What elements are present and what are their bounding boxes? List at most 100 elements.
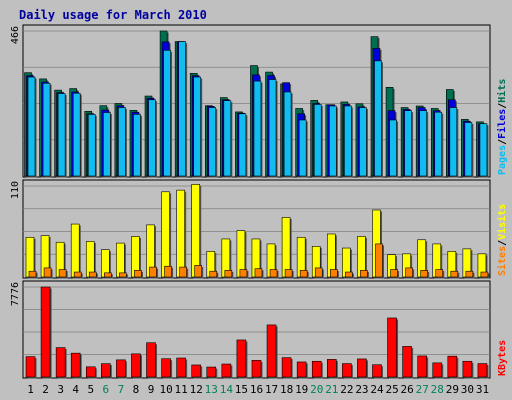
pages-bar-face xyxy=(72,92,81,177)
kbytes-bar xyxy=(236,339,248,379)
sites-bar xyxy=(390,269,400,279)
kbytes-bar xyxy=(432,362,444,379)
pages-bar xyxy=(72,92,82,178)
kbytes-bar-face xyxy=(236,339,247,378)
kbytes-bar-face xyxy=(85,366,96,378)
sites-bar xyxy=(329,269,339,279)
panel-kbytes: 7776 KBytes xyxy=(10,280,508,379)
visits-bar-face xyxy=(281,217,291,278)
sites-bar xyxy=(284,269,294,279)
pages-bar-face xyxy=(238,113,247,177)
x-tick-label: 14 xyxy=(220,383,234,396)
sites-bar xyxy=(134,270,143,279)
kbytes-bar-face xyxy=(462,360,473,378)
pages-bar xyxy=(359,107,368,178)
x-tick-label: 28 xyxy=(431,383,444,396)
kbytes-bar xyxy=(372,364,383,379)
kbytes-bar-face xyxy=(296,361,307,378)
legend-hits-files-pages: Pages/Files/Hits xyxy=(496,79,508,175)
sites-bar-face xyxy=(465,270,474,278)
kbytes-bar xyxy=(116,359,127,379)
x-tick-label: 4 xyxy=(72,383,79,396)
pages-bar-face xyxy=(42,82,51,177)
x-axis-tick-labels: 1 2 3 4 5 6 7 8 9 10 11 12 13 14 15 16 17 18 19 20 21 22 23 24 2… xyxy=(27,383,489,396)
x-tick-label: 18 xyxy=(280,383,293,396)
pages-bar xyxy=(434,111,444,178)
sites-bar-face xyxy=(420,270,428,278)
pages-bar xyxy=(479,123,489,178)
visits-bar xyxy=(161,191,172,279)
sites-bar-face xyxy=(239,269,248,278)
panel-visits-sites: 110 Sites/Visits xyxy=(10,179,508,279)
legend-entry: KBytes xyxy=(497,340,508,376)
pages-bar-face xyxy=(419,110,427,177)
y-max-label-kbytes: 7776 xyxy=(10,282,21,306)
kbytes-bar xyxy=(417,355,429,379)
pages-bar xyxy=(253,80,263,178)
pages-bar xyxy=(328,105,338,178)
pages-bar xyxy=(223,100,233,178)
kbytes-bar-face xyxy=(55,347,66,378)
sites-bar-face xyxy=(194,265,203,278)
x-tick-label: 29 xyxy=(446,383,459,396)
pages-bar xyxy=(344,105,353,178)
pages-bar-face xyxy=(464,122,473,177)
pages-bar-face xyxy=(404,110,412,177)
kbytes-bar-face xyxy=(432,362,443,378)
sites-bar xyxy=(375,243,384,279)
sites-bar xyxy=(88,271,98,279)
x-tick-label: 31 xyxy=(476,383,489,396)
sites-bar xyxy=(28,270,38,279)
sites-bar-face xyxy=(405,267,413,278)
pages-bar xyxy=(163,49,173,178)
x-tick-label: 19 xyxy=(295,383,308,396)
sites-bar-face xyxy=(104,272,112,278)
pages-bar xyxy=(268,79,278,178)
x-tick-label: 11 xyxy=(175,383,188,396)
pages-bar-face xyxy=(103,112,111,177)
kbytes-bar-face xyxy=(101,363,111,378)
pages-bar-face xyxy=(389,119,397,177)
pages-bar-face xyxy=(283,91,292,177)
pages-bar-face xyxy=(359,107,367,177)
x-tick-label: 25 xyxy=(385,383,398,396)
kbytes-bar xyxy=(447,355,459,379)
kbytes-bar-face xyxy=(191,364,202,378)
kbytes-bar-face xyxy=(357,358,367,378)
pages-bar xyxy=(283,91,293,178)
kbytes-bar xyxy=(40,286,52,379)
legend-visits-sites: Sites/Visits xyxy=(496,204,508,276)
kbytes-bar-face xyxy=(447,355,458,378)
sites-bar xyxy=(164,265,174,279)
x-tick-label: 26 xyxy=(401,383,414,396)
sites-bar-face xyxy=(134,270,142,278)
pages-bar xyxy=(57,93,67,178)
sites-bar-face xyxy=(480,271,489,278)
sites-bar-face xyxy=(329,269,338,278)
kbytes-bar xyxy=(477,363,489,379)
pages-bar-face xyxy=(208,107,217,177)
pages-bar-face xyxy=(148,99,156,177)
chart-title: Daily usage for March 2010 xyxy=(19,8,207,22)
sites-bar-face xyxy=(119,272,127,278)
legend-entry: Files xyxy=(496,109,508,139)
sites-bar-face xyxy=(284,269,293,278)
pages-bar-face xyxy=(313,104,322,177)
x-tick-label: 12 xyxy=(190,383,203,396)
kbytes-bar-face xyxy=(342,363,352,378)
visits-bar-face xyxy=(191,184,201,278)
legend-entry: / xyxy=(497,139,508,145)
pages-bar-face xyxy=(253,80,262,177)
kbytes-bar-face xyxy=(477,363,488,378)
pages-bar xyxy=(87,114,97,178)
pages-bar-face xyxy=(163,49,171,177)
legend-entry: Visits xyxy=(496,204,508,240)
kbytes-bar-face xyxy=(206,366,217,378)
pages-bar-face xyxy=(434,111,443,177)
sites-bar xyxy=(345,271,354,279)
visits-bar-face xyxy=(70,223,80,278)
sites-bar xyxy=(43,267,53,279)
pages-bar xyxy=(208,107,218,178)
pages-bar xyxy=(42,82,52,178)
kbytes-bar xyxy=(387,317,399,379)
